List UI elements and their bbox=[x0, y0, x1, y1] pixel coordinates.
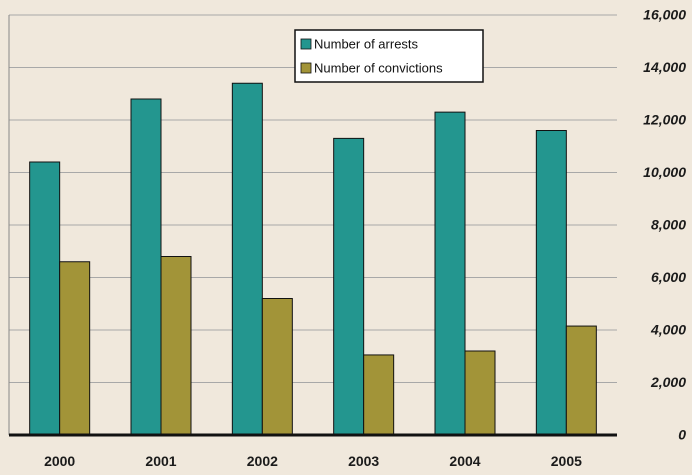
axes bbox=[8, 15, 617, 437]
legend-box bbox=[294, 29, 484, 83]
y-tick-label: 0 bbox=[678, 427, 686, 443]
y-tick-label: 14,000 bbox=[643, 59, 686, 75]
x-category-label: 2002 bbox=[247, 453, 278, 469]
legend-label-arrests: Number of arrests bbox=[314, 37, 419, 52]
y-tick-label: 10,000 bbox=[643, 164, 686, 180]
bar-convictions-2001 bbox=[160, 256, 192, 436]
bar-convictions-2002 bbox=[261, 298, 293, 436]
x-category-label: 2004 bbox=[449, 453, 480, 469]
x-category-label: 2000 bbox=[44, 453, 75, 469]
bar-arrests-2004 bbox=[434, 111, 466, 436]
y-tick-label: 6,000 bbox=[651, 269, 686, 285]
x-category-label: 2003 bbox=[348, 453, 379, 469]
bar-arrests-2000 bbox=[29, 161, 61, 436]
y-tick-labels: 0 2,000 4,000 6,000 8,000 10,000 12,000 14,000 1… bbox=[643, 7, 686, 443]
bars bbox=[29, 82, 597, 436]
y-tick-label: 2,000 bbox=[650, 374, 686, 390]
bar-arrests-2003 bbox=[333, 137, 365, 436]
legend-label-convictions: Number of convictions bbox=[314, 61, 443, 76]
y-tick-label: 16,000 bbox=[643, 7, 686, 23]
bar-convictions-2003 bbox=[363, 354, 395, 436]
y-tick-label: 4,000 bbox=[650, 322, 686, 338]
y-tick-label: 8,000 bbox=[651, 217, 686, 233]
x-category-labels: 2000 2001 2002 2003 2004 2005 bbox=[44, 453, 582, 469]
x-category-label: 2005 bbox=[551, 453, 582, 469]
x-category-label: 2001 bbox=[145, 453, 176, 469]
legend-swatch-arrests bbox=[300, 38, 312, 50]
legend: Number of arrests Number of convictions bbox=[294, 29, 484, 83]
y-tick-label: 12,000 bbox=[643, 112, 686, 128]
gridlines bbox=[9, 14, 617, 383]
legend-swatch-convictions bbox=[300, 62, 312, 74]
bar-arrests-2005 bbox=[535, 130, 567, 436]
bar-convictions-2004 bbox=[464, 350, 496, 436]
bar-convictions-2000 bbox=[59, 261, 91, 436]
bar-arrests-2002 bbox=[231, 82, 263, 436]
bar-convictions-2005 bbox=[565, 325, 597, 436]
bar-arrests-2001 bbox=[130, 98, 162, 436]
